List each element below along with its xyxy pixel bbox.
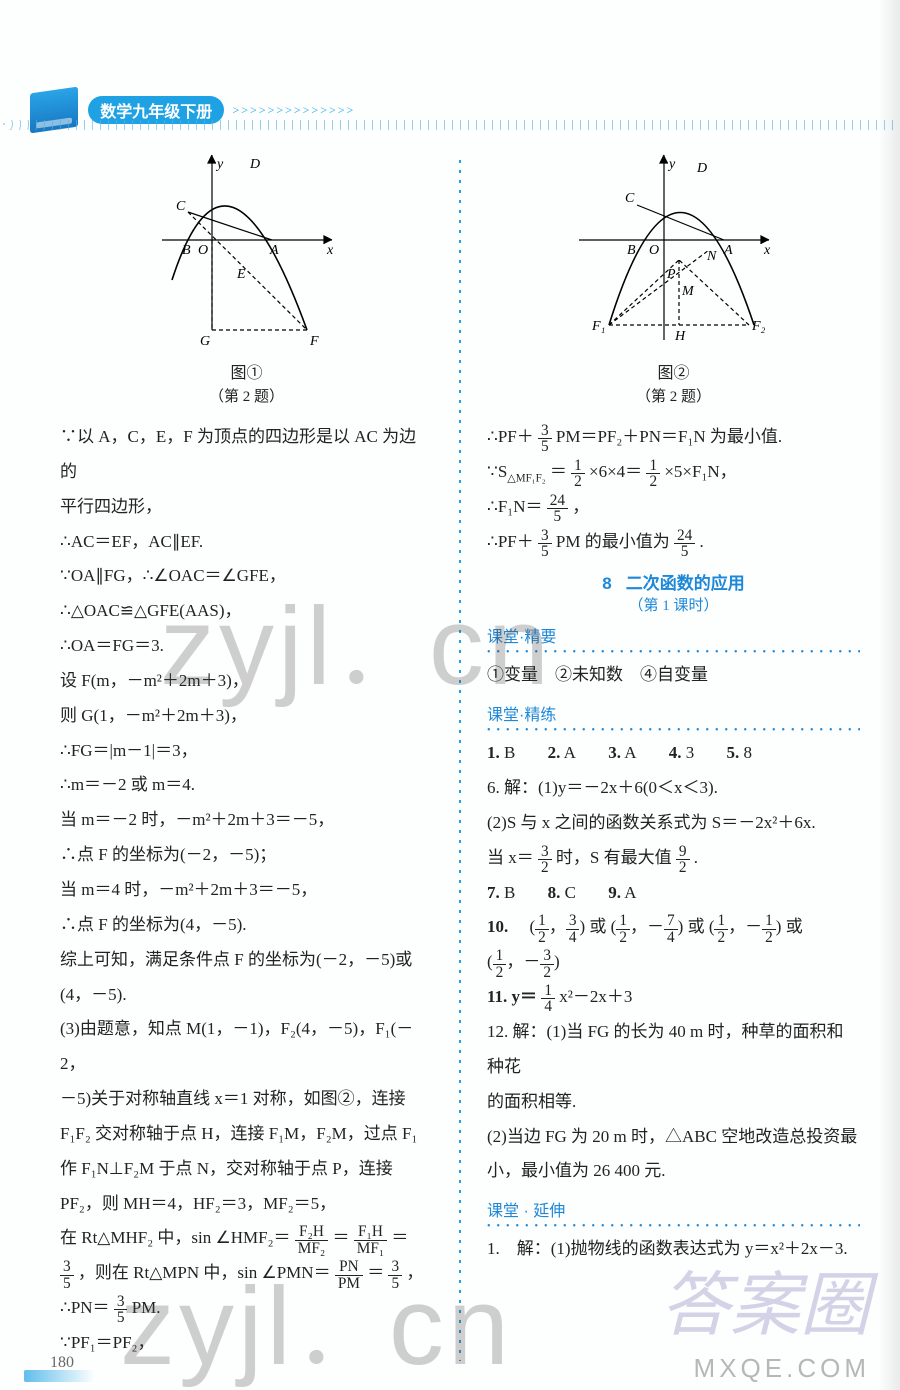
svg-text:B: B xyxy=(627,243,636,258)
text-line: 6. 解：(1)y＝－2x＋6(0＜x＜3). xyxy=(487,771,860,806)
text-line: 1. 解：(1)抛物线的函数表达式为 y＝x²＋2x－3. xyxy=(487,1232,860,1267)
svg-text:F₂: F₂ xyxy=(751,319,766,334)
text-line: 35 ，则在 Rt△MPN 中，sin ∠PMN＝ PNPM ＝ 35 ， xyxy=(60,1256,433,1291)
text-span: ＝ xyxy=(391,1228,408,1247)
svg-text:D: D xyxy=(249,157,260,172)
svg-text:M: M xyxy=(681,284,695,299)
svg-text:F: F xyxy=(309,334,319,349)
figure-2-subcaption: （第 2 题） xyxy=(487,385,860,406)
text-span: 在 Rt△MHF₂ 中，sin ∠HMF₂＝ xyxy=(60,1228,291,1247)
text-line: ∴PF＋ 35 PM 的最小值为 245 . xyxy=(487,525,860,560)
text-line: 11. y＝ 14 x²－2x＋3 xyxy=(487,980,860,1015)
text-line: ∴FG＝|m－1|＝3， xyxy=(60,734,433,769)
text-line: ∴AC＝EF，AC∥EF. xyxy=(60,525,433,560)
svg-text:G: G xyxy=(200,334,210,349)
figure-2: y x C D BO A F₁ F₂ M N P H 图② （第 2 题） xyxy=(487,150,860,406)
text-line: (2)S 与 x 之间的函数关系式为 S＝－2x²＋6x. xyxy=(487,806,860,841)
page-number: 180 xyxy=(50,1354,74,1372)
text-line: ∴OA＝FG＝3. xyxy=(60,629,433,664)
figure-2-svg: y x C D BO A F₁ F₂ M N P H xyxy=(569,150,779,350)
svg-text:P: P xyxy=(666,267,676,282)
svg-text:F₁: F₁ xyxy=(591,319,605,334)
dotted-rule: •••••••••••••••••••••••••••••••••••••••• xyxy=(487,1221,860,1232)
text-line: (12，－32) xyxy=(487,945,860,980)
text-line: 作 F₁N⊥F₂M 于点 N，交对称轴于点 P，连接 xyxy=(60,1152,433,1187)
text-line: ∴F₁N＝ 245 ， xyxy=(487,490,860,525)
content-area: yx CD BO A E GF 图① （第 2 题） ∵以 A，C，E，F 为顶… xyxy=(0,120,900,1361)
text-line: 小，最小值为 26 400 元. xyxy=(487,1154,860,1189)
text-line: ∴△OAC≌△GFE(AAS)， xyxy=(60,594,433,629)
text-line: 12. 解：(1)当 FG 的长为 40 m 时，种草的面积和种花 xyxy=(487,1015,860,1085)
svg-text:C: C xyxy=(176,199,186,214)
text-line: ∵以 A，C，E，F 为顶点的四边形是以 AC 为边的 xyxy=(60,420,433,490)
figure-1-caption: 图① xyxy=(60,359,433,383)
figure-1-svg: y x C D BO A E G F xyxy=(152,150,342,350)
svg-text:A: A xyxy=(269,243,279,258)
text-line: ∴m＝－2 或 m＝4. xyxy=(60,768,433,803)
text-line: 在 Rt△MHF₂ 中，sin ∠HMF₂＝ F₂HMF₂ ＝ F₁HMF₁ ＝ xyxy=(60,1221,433,1256)
page-edge-shadow xyxy=(878,0,900,1390)
text-line: ∴点 F 的坐标为(4，－5). xyxy=(60,908,433,943)
svg-text:H: H xyxy=(674,329,686,344)
svg-text:O: O xyxy=(649,243,659,258)
text-line: 设 F(m，－m²＋2m＋3)， xyxy=(60,664,433,699)
text-span: ， xyxy=(406,1263,423,1282)
left-column: y x C D BO A E G F 图① （第 2 题） ∵以 A，C，E，F 为顶… xyxy=(60,150,433,1361)
text-span: ∴PN＝ xyxy=(60,1298,110,1317)
svg-text:D: D xyxy=(696,161,707,176)
right-column: y x C D BO A F₁ F₂ M N P H 图② （第 2 题） ∴PF＋ 35… xyxy=(487,150,860,1361)
text-line: ∵S△MF₁F₂ ＝ 12 ×6×4＝ 12 ×5×F₁N， xyxy=(487,455,860,490)
svg-text:A: A xyxy=(723,243,733,258)
svg-text:B: B xyxy=(182,243,191,258)
page-header: 数学九年级下册 >>>>>>>>>>>>>> xyxy=(0,0,900,120)
text-line: 的面积相等. xyxy=(487,1085,860,1120)
text-line: F₁F₂ 交对称轴于点 H，连接 F₁M，F₂M，过点 F₁ xyxy=(60,1117,433,1152)
heading-jingyao: 课堂·精要 xyxy=(487,623,860,647)
text-span: ＝ xyxy=(367,1263,384,1282)
text-line: 综上可知，满足条件点 F 的坐标为(－2，－5)或 xyxy=(60,943,433,978)
dotted-rule: •••••••••••••••••••••••••••••••••••••••• xyxy=(487,647,860,658)
text-span: ＝ xyxy=(332,1228,349,1247)
figure-1: y x C D BO A E G F 图① （第 2 题） xyxy=(60,150,433,406)
text-line: ∴点 F 的坐标为(－2，－5)； xyxy=(60,838,433,873)
text-line: ∴PN＝ 35 PM. xyxy=(60,1291,433,1326)
svg-text:E: E xyxy=(236,267,246,282)
text-line: 10. (12，34) 或 (12，－74) 或 (12，－12) 或 xyxy=(487,910,860,945)
text-line: (3)由题意，知点 M(1，－1)，F₂(4，－5)，F₁(－2， xyxy=(60,1012,433,1082)
text-line: 当 m＝－2 时，－m²＋2m＋3＝－5， xyxy=(60,803,433,838)
dotted-rule: •••••••••••••••••••••••••••••••••••••••• xyxy=(487,725,860,736)
heading-jinglian: 课堂·精练 xyxy=(487,701,860,725)
text-line: ①变量 ②未知数 ④自变量 xyxy=(487,658,860,693)
svg-text:y: y xyxy=(667,157,676,172)
svg-text:y: y xyxy=(215,157,224,172)
text-line: ∴PF＋ 35 PM＝PF₂＋PN＝F₁N 为最小值. xyxy=(487,420,860,455)
text-span: ，则在 Rt△MPN 中，sin ∠PMN＝ xyxy=(78,1263,331,1282)
text-span: PM. xyxy=(132,1298,161,1317)
text-line: ∵OA∥FG，∴∠OAC＝∠GFE， xyxy=(60,559,433,594)
column-divider xyxy=(459,160,461,1361)
section-subtitle: （第 1 课时） xyxy=(487,594,860,615)
svg-text:O: O xyxy=(198,243,208,258)
svg-text:N: N xyxy=(706,249,717,264)
text-line: 则 G(1，－m²＋2m＋3)， xyxy=(60,699,433,734)
svg-text:x: x xyxy=(326,243,334,258)
heading-yanshen: 课堂 · 延伸 xyxy=(487,1197,860,1221)
text-line: 当 m＝4 时，－m²＋2m＋3＝－5， xyxy=(60,873,433,908)
figure-1-subcaption: （第 2 题） xyxy=(60,385,433,406)
text-line: －5)关于对称轴直线 x＝1 对称，如图②，连接 xyxy=(60,1082,433,1117)
text-line: 当 x＝ 32 时，S 有最大值 92 . xyxy=(487,841,860,876)
figure-2-caption: 图② xyxy=(487,359,860,383)
text-line: PF₂，则 MH＝4，HF₂＝3，MF₂＝5， xyxy=(60,1187,433,1222)
section-title: 8二次函数的应用 xyxy=(487,569,860,594)
text-line: (2)当边 FG 为 20 m 时，△ABC 空地改造总投资最 xyxy=(487,1120,860,1155)
text-line: ∵PF₁＝PF₂， xyxy=(60,1326,433,1361)
dotted-band xyxy=(0,120,900,130)
text-line: (4，－5). xyxy=(60,978,433,1013)
answer-row: 7. B 8. C 9. A xyxy=(487,876,860,911)
svg-text:C: C xyxy=(625,191,635,206)
text-line: 平行四边形， xyxy=(60,490,433,525)
svg-text:x: x xyxy=(763,243,771,258)
answer-row: 1. B 2. A 3. A 4. 3 5. 8 xyxy=(487,736,860,771)
chevrons-icon: >>>>>>>>>>>>>> xyxy=(233,103,356,118)
